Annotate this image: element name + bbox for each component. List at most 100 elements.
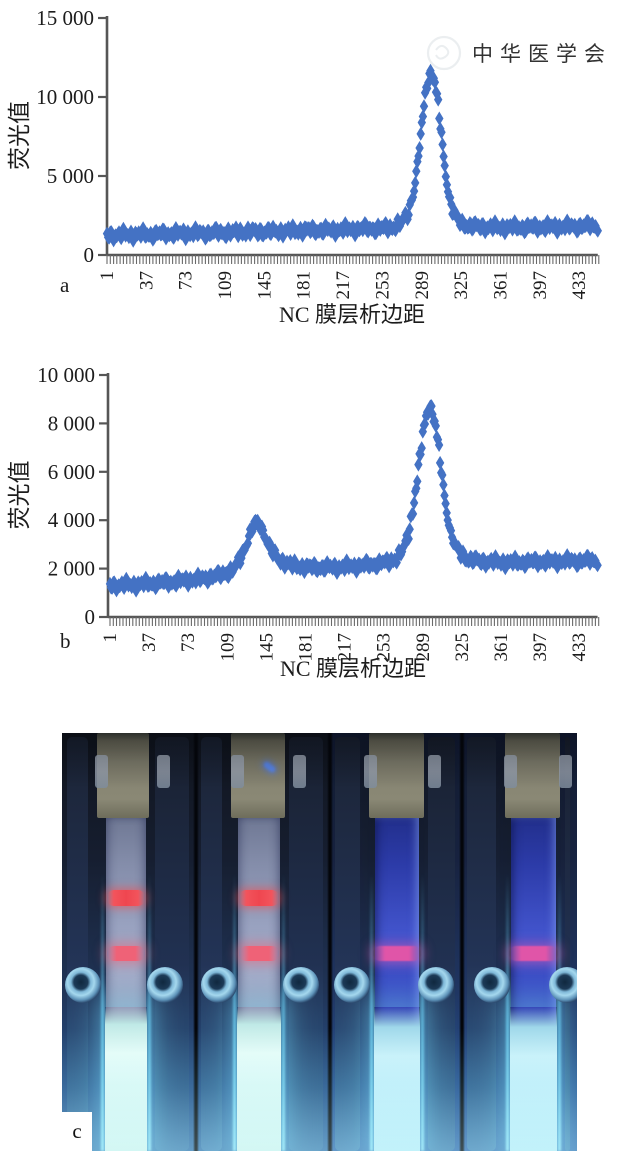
x-tick-label: 325 [451, 271, 472, 300]
y-tick-label: 10 000 [36, 85, 94, 109]
fluorescence-series [102, 63, 603, 248]
clamp-hole [283, 967, 319, 1003]
cassette-side-left [67, 737, 88, 1151]
clamp-hole [65, 967, 101, 1003]
sample-pad-glow [105, 1007, 147, 1151]
y-tick-label: 15 000 [36, 6, 94, 30]
clip-tab [364, 755, 377, 788]
membrane [106, 818, 146, 1027]
clamp-hole [201, 967, 237, 1003]
y-axis-title: 荧光值 [7, 101, 32, 170]
panel-label-b: b [60, 629, 71, 653]
chart-panel-a: 中华医学会 0 5 000 10 000 15 000 1 37 73 109 145 181 217… [0, 0, 640, 345]
x-tick-label: 253 [372, 271, 393, 300]
sample-pad-glow [237, 1007, 281, 1151]
clip-tab [157, 755, 170, 788]
x-tick-label: 289 [413, 633, 434, 662]
module-seam [193, 733, 199, 1151]
c-line-band [509, 946, 558, 961]
journal-watermark: 中华医学会 [426, 35, 612, 71]
x-axis-title: NC 膜层析边距 [279, 302, 425, 327]
cassette-side-left [467, 737, 496, 1151]
clamp-hole [147, 967, 183, 1003]
y-tick-label: 0 [85, 605, 96, 629]
y-tick-label: 0 [84, 243, 95, 267]
y-tick-label: 6 000 [48, 460, 95, 484]
x-tick-label: 109 [215, 271, 236, 300]
clamp-hole [549, 967, 577, 1003]
cassette-side-left [201, 737, 222, 1151]
x-tick-label: 1 [97, 271, 118, 281]
cassette-side-right [289, 737, 323, 1151]
x-tick-label: 145 [256, 633, 277, 662]
y-tick-label: 10 000 [37, 363, 95, 387]
y-axis-title: 荧光值 [7, 461, 32, 530]
t-line-band [107, 890, 145, 906]
sample-pad-glow [510, 1007, 557, 1151]
strip-edge-glow [506, 873, 509, 1151]
x-tick-label: 73 [178, 633, 199, 652]
clip-tab [428, 755, 441, 788]
x-tick-label: 73 [176, 271, 197, 290]
t-line-band [239, 890, 279, 906]
y-tick-label: 2 000 [48, 557, 95, 581]
clip-tab [293, 755, 306, 788]
fluorescence-series [105, 399, 602, 598]
strip-edge-glow [101, 873, 104, 1151]
strip-edge-glow [558, 873, 561, 1151]
chart-b-svg: 0 2 000 4 000 6 000 8 000 10 000 1 37 73 109 145 18… [7, 363, 602, 681]
x-tick-label: 289 [412, 271, 433, 300]
clamp-hole [474, 967, 510, 1003]
x-tick-label: 217 [335, 633, 356, 662]
y-tick-label: 5 000 [47, 164, 94, 188]
strip-edge-glow [282, 873, 285, 1151]
x-tick-label: 181 [294, 271, 315, 300]
x-tick-label: 397 [530, 271, 551, 300]
strip-edge-glow [370, 873, 373, 1151]
chart-a-svg: 中华医学会 0 5 000 10 000 15 000 1 37 73 109 145 181 217… [7, 6, 612, 327]
chart-panel-b: 0 2 000 4 000 6 000 8 000 10 000 1 37 73 109 145 18… [0, 355, 640, 700]
clip-tab [95, 755, 108, 788]
x-tick-label: 325 [452, 633, 473, 662]
module-seam [459, 733, 465, 1151]
x-tick-label: 37 [139, 633, 160, 652]
strip-edge-glow [421, 873, 424, 1151]
strip-edge-glow [148, 873, 151, 1151]
x-tick-label: 217 [333, 271, 354, 300]
c-line-band [239, 946, 279, 961]
x-tick-comb [109, 617, 600, 626]
x-tick-label: 37 [136, 271, 157, 290]
watermark-text: 中华医学会 [472, 42, 612, 66]
x-tick-label: 145 [254, 271, 275, 300]
x-tick-label: 253 [374, 633, 395, 662]
panel-label-a: a [60, 273, 70, 297]
y-tick-label: 8 000 [48, 411, 95, 435]
cassette-side-right [428, 737, 455, 1151]
panel-label-c: c [62, 1112, 92, 1151]
sample-pad-glow [374, 1007, 420, 1151]
clip-tab [231, 755, 244, 788]
cassette-side-left [335, 737, 360, 1151]
membrane [238, 818, 280, 1027]
module-seam [327, 733, 333, 1151]
x-tick-label: 361 [491, 271, 512, 300]
x-tick-comb [106, 255, 600, 264]
membrane [511, 818, 556, 1027]
membrane [375, 818, 419, 1027]
x-tick-label: 181 [296, 633, 317, 662]
c-line-band [373, 946, 421, 961]
x-tick-label: 433 [569, 633, 590, 662]
clip-tab [559, 755, 572, 788]
cassette-side-right [565, 737, 570, 1151]
x-axis-title: NC 膜层析边距 [280, 656, 426, 681]
strip-edge-glow [233, 873, 236, 1151]
x-tick-label: 397 [530, 633, 551, 662]
x-tick-label: 109 [217, 633, 238, 662]
test-strip-photo-panel-c: c [62, 733, 577, 1151]
c-line-band [107, 946, 145, 961]
y-tick-label: 4 000 [48, 508, 95, 532]
clamp-hole [334, 967, 370, 1003]
clamp-hole [418, 967, 454, 1003]
absorbent-pad [369, 733, 424, 818]
